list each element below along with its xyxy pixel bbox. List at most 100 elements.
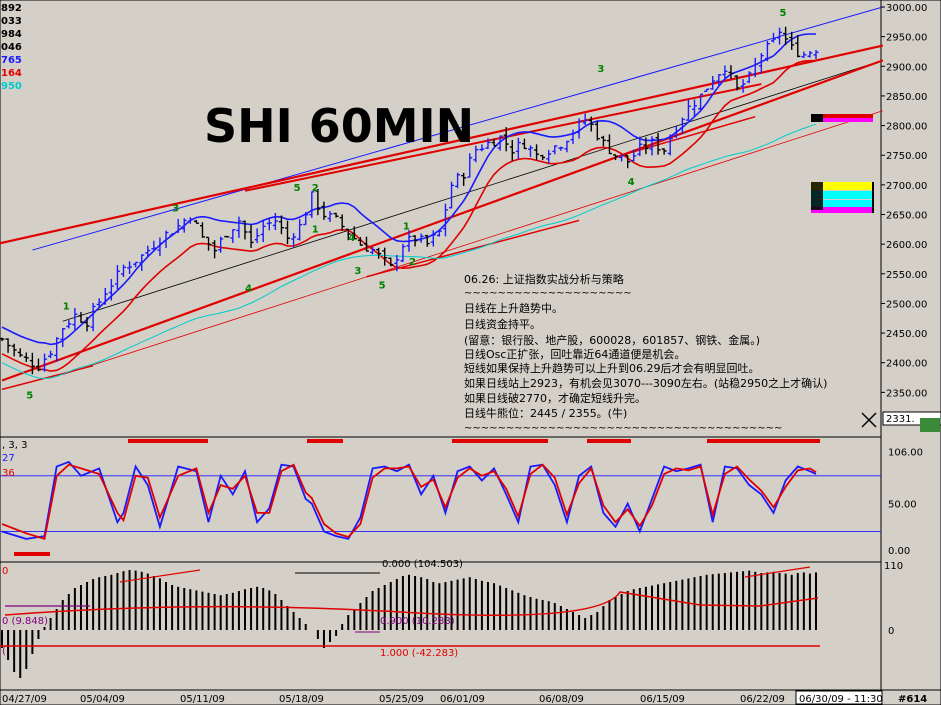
osc-axis: 0: [888, 626, 894, 637]
wave-label: 5: [26, 390, 33, 401]
close-icon[interactable]: [861, 412, 877, 428]
note-separator: ~~~~~~~~~~~~~~~~~~~~: [464, 288, 632, 299]
current-date-box: [795, 690, 883, 705]
arrow-line-left: [1, 364, 94, 391]
note-line: 日线资金持平。: [464, 317, 541, 331]
osc-annotations: 0 0 (9.848) ( 0.000 (104.503) 0.900 (10.…: [2, 559, 903, 659]
price-y-tick-label: 2800.00: [886, 122, 927, 133]
osc-left-label: 0 (9.848): [2, 616, 48, 627]
price-y-tick-label: 3000.00: [886, 3, 927, 14]
osc-divergence-arrow: [744, 566, 811, 578]
last-price-label: 2331.: [886, 414, 915, 425]
lower-channel-line: [62, 110, 883, 375]
stoch-params: , 3, 3: [2, 440, 27, 451]
osc-annotation: 1.000 (-42.283): [380, 648, 458, 659]
osc-top-value: 110: [884, 561, 903, 572]
wave-label: 4: [628, 177, 635, 188]
chart-id-label: #614: [898, 694, 927, 705]
price-axis: 3000.00 2950.00 2900.00 2850.00 2800.00 2750.…: [881, 3, 927, 399]
left-value: 033: [1, 16, 22, 27]
stoch-legend-d: 36: [2, 468, 15, 479]
note-line: (留意：银行股、地产股，600028，601857、钢铁、金属。): [464, 333, 760, 347]
chart-title: SHI 60MIN: [204, 99, 474, 153]
osc-left-label: (: [2, 646, 6, 657]
price-y-tick-label: 2600.00: [886, 240, 927, 251]
resistance-trendline: [0, 44, 884, 245]
price-y-tick-label: 2350.00: [886, 388, 927, 399]
stoch-y-tick-label: 106.00: [888, 448, 923, 459]
price-y-tick-label: 2500.00: [886, 299, 927, 310]
price-y-tick-label: 2850.00: [886, 92, 927, 103]
wave-label: 1: [63, 301, 70, 312]
price-bars: [0, 26, 819, 375]
mid-channel-line: [62, 59, 883, 322]
price-y-tick-label: 2900.00: [886, 62, 927, 73]
left-value: 950: [1, 81, 22, 92]
x-tick-label: 05/11/09: [180, 694, 225, 705]
cyan-moving-average: [1, 123, 817, 380]
left-value: 046: [1, 42, 22, 53]
osc-left-label: 0: [2, 566, 8, 577]
stoch-legend: , 3, 3 27 36: [2, 440, 27, 479]
wave-label: 5: [780, 8, 787, 19]
stoch-series: [1, 460, 817, 541]
wave-label: 2: [312, 183, 319, 194]
level-markers: [811, 114, 874, 213]
note-line: 日线在上升趋势中。: [464, 301, 563, 315]
note-line: 日线牛熊位：2445 / 2355。(牛): [464, 406, 627, 420]
x-axis-area: [0, 689, 941, 705]
price-y-tick-label: 2400.00: [886, 359, 927, 370]
last-price-box: 2331.: [882, 411, 941, 432]
stoch-y-tick-label: 0.00: [888, 546, 910, 557]
price-y-tick-label: 2700.00: [886, 181, 927, 192]
left-value: 765: [1, 55, 22, 66]
y-axis-area: [880, 0, 941, 691]
osc-signal-line: [4, 591, 819, 616]
x-tick-label: 06/22/09: [740, 694, 785, 705]
note-heading: 06.26: 上证指数实战分析与策略: [464, 272, 624, 286]
stoch-red-markers: [14, 439, 820, 556]
osc-annotation: 0.000 (104.503): [382, 559, 463, 570]
wave-label: 4: [245, 284, 252, 295]
price-y-tick-label: 2950.00: [886, 33, 927, 44]
x-tick-label: 05/04/09: [80, 694, 125, 705]
annotation-block: 06.26: 上证指数实战分析与策略 ~~~~~~~~~~~~~~~~~~~~ …: [464, 272, 827, 434]
x-tick-label: 06/15/09: [640, 694, 685, 705]
support-trendline: [1, 59, 884, 382]
note-footer: ~~~~~~~~~~~~~~~~~~~~~~~~~~~~~~~~~~~~~~: [464, 423, 782, 434]
wave-label: 4: [348, 233, 355, 244]
left-value: 892: [1, 3, 22, 14]
left-value: 164: [1, 68, 22, 79]
price-y-tick-label: 2550.00: [886, 270, 927, 281]
price-y-tick-label: 2450.00: [886, 329, 927, 340]
red-moving-average: [1, 59, 816, 372]
wave-label: 3: [354, 266, 361, 277]
upper-channel-line: [32, 6, 883, 251]
note-line: 日线Osc正扩张，回吐靠近64通道便是机会。: [464, 347, 685, 361]
wave-label: 1: [312, 224, 319, 235]
wave-label: 3: [172, 204, 179, 215]
left-values: 892 033 984 046 765 164 950: [1, 3, 22, 92]
wave-label: 3: [597, 64, 604, 75]
stoch-reference-lines: [0, 475, 881, 532]
osc-divergence-arrow: [119, 569, 201, 583]
osc-lines: [0, 566, 820, 647]
osc-y-tick-label: 0: [888, 626, 894, 637]
wave-label: 5: [379, 281, 386, 292]
note-line: 如果日线破2770，才确定短线升完。: [464, 391, 646, 405]
wave-label: 1: [403, 221, 410, 232]
current-date-label: 06/30/09 - 11:30: [799, 694, 883, 705]
x-tick-label: 05/18/09: [279, 694, 324, 705]
x-tick-label: 05/25/09: [379, 694, 424, 705]
left-value: 984: [1, 29, 22, 40]
x-axis: 04/27/09 05/04/09 05/11/09 05/18/09 05/2…: [2, 690, 927, 705]
price-y-tick-label: 2650.00: [886, 211, 927, 222]
stoch-line-36: [1, 463, 817, 541]
wave-label: 2: [409, 257, 416, 268]
wave-label: 5: [294, 183, 301, 194]
stoch-axis: 106.00 50.00 0.00: [888, 448, 923, 557]
x-tick-label: 06/08/09: [539, 694, 584, 705]
note-line: 短线如果保持上升趋势可以上升到06.29后才会有明显回吐。: [464, 361, 760, 375]
x-tick-label: 04/27/09: [2, 694, 47, 705]
